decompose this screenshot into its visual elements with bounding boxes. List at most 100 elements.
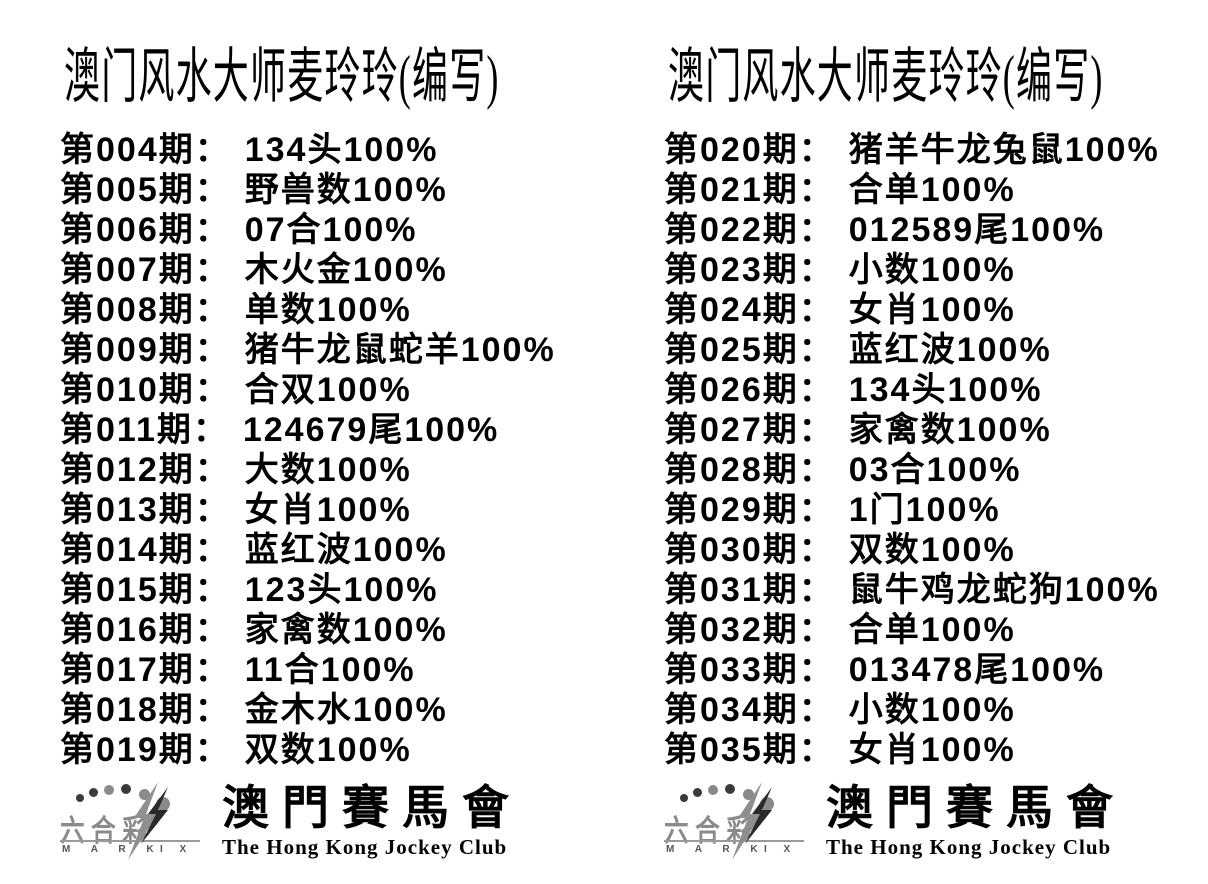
entry-colon: ： (194, 291, 231, 329)
entry-prediction: 家禽数100% (244, 611, 448, 649)
entry-period: 第026期 (664, 371, 799, 409)
logo-dot (743, 789, 754, 800)
entry-prediction: 03合100% (848, 451, 1022, 489)
entry-period: 第025期 (664, 331, 799, 369)
entry-colon: ： (798, 491, 835, 529)
entry-prediction: 小数100% (848, 251, 1016, 289)
entry-colon: ： (798, 651, 835, 689)
entry-prediction: 1门100% (848, 491, 1001, 529)
lightning-bolt-icon (128, 782, 168, 860)
entry-row: 第020期： 猪羊牛龙兔鼠100% (664, 130, 1208, 170)
entry-row: 第033期： 013478尾100% (664, 650, 1208, 690)
entry-period: 第035期 (664, 731, 799, 769)
jockey-club-logo: 六合彩 M A R K I X 澳門賽馬會 The Hong Kong Jock… (664, 782, 1208, 866)
entry-prediction: 猪牛龙鼠蛇羊100% (244, 331, 556, 369)
entry-colon: ： (194, 571, 231, 609)
entry-row: 第029期： 1门100% (664, 490, 1208, 530)
entry-row: 第007期： 木火金100% (60, 250, 640, 290)
entry-colon: ： (798, 531, 835, 569)
entry-prediction: 013478尾100% (848, 651, 1106, 689)
entry-row: 第010期： 合双100% (60, 370, 640, 410)
entry-prediction: 合单100% (848, 611, 1016, 649)
entry-colon: ： (798, 291, 835, 329)
mark-letters: M A R K (666, 844, 767, 855)
entry-prediction: 012589尾100% (848, 211, 1106, 249)
entry-row: 第014期： 蓝红波100% (60, 530, 640, 570)
entry-period: 第012期 (60, 451, 195, 489)
entry-period: 第032期 (664, 611, 799, 649)
entry-prediction: 女肖100% (848, 731, 1016, 769)
entry-prediction: 124679尾100% (242, 411, 500, 449)
entry-prediction: 女肖100% (244, 491, 412, 529)
entry-period: 第024期 (664, 291, 799, 329)
six-letters: I X (160, 844, 194, 855)
club-name-chinese: 澳門賽馬會 (222, 783, 522, 835)
entry-period: 第016期 (60, 611, 195, 649)
entry-row: 第026期： 134头100% (664, 370, 1208, 410)
entry-prediction: 合双100% (244, 371, 412, 409)
entry-period: 第009期 (60, 331, 195, 369)
club-name-english: The Hong Kong Jockey Club (222, 835, 508, 859)
entry-colon: ： (798, 171, 835, 209)
entry-row: 第008期： 单数100% (60, 290, 640, 330)
entry-prediction: 蓝红波100% (244, 531, 448, 569)
entry-colon: ： (192, 411, 229, 449)
entry-colon: ： (798, 251, 835, 289)
club-name-block: 澳門賽馬會 The Hong Kong Jockey Club (826, 782, 1126, 860)
entry-prediction: 双数100% (244, 731, 412, 769)
entry-prediction: 123头100% (244, 571, 439, 609)
entry-period: 第031期 (664, 571, 799, 609)
entry-row: 第035期： 女肖100% (664, 730, 1208, 770)
entry-row: 第016期： 家禽数100% (60, 610, 640, 650)
entry-list: 第020期： 猪羊牛龙兔鼠100% 第021期： 合单100% 第022期： 012589… (664, 130, 1208, 770)
entry-period: 第008期 (60, 291, 195, 329)
entry-period: 第034期 (664, 691, 799, 729)
entry-prediction: 金木水100% (244, 691, 448, 729)
entry-colon: ： (194, 371, 231, 409)
entry-colon: ： (194, 611, 231, 649)
entry-colon: ： (798, 131, 835, 169)
entry-period: 第028期 (664, 451, 799, 489)
entry-period: 第022期 (664, 211, 799, 249)
entry-row: 第006期： 07合100% (60, 210, 640, 250)
entry-period: 第004期 (60, 131, 195, 169)
entry-list: 第004期： 134头100% 第005期： 野兽数100% 第006期： 07合100%… (60, 130, 640, 770)
column-right: 澳门风水大师麦玲玲(编写) 第020期： 猪羊牛龙兔鼠100% 第021期： 合单10… (664, 40, 1208, 866)
logo-dot (725, 784, 735, 794)
entry-period: 第007期 (60, 251, 195, 289)
entry-prediction: 双数100% (848, 531, 1016, 569)
entry-row: 第027期： 家禽数100% (664, 410, 1208, 450)
entry-row: 第021期： 合单100% (664, 170, 1208, 210)
mark-letters: M A R K (62, 844, 163, 855)
entry-row: 第022期： 012589尾100% (664, 210, 1208, 250)
entry-period: 第017期 (60, 651, 195, 689)
entry-colon: ： (798, 691, 835, 729)
entry-row: 第030期： 双数100% (664, 530, 1208, 570)
entry-period: 第018期 (60, 691, 195, 729)
entry-colon: ： (194, 531, 231, 569)
entry-period: 第019期 (60, 731, 195, 769)
club-name-block: 澳門賽馬會 The Hong Kong Jockey Club (222, 782, 522, 860)
mark-six-chinese-text: 六合彩 (60, 815, 154, 848)
entry-period: 第006期 (60, 211, 195, 249)
entry-colon: ： (798, 611, 835, 649)
entry-colon: ： (194, 331, 231, 369)
entry-prediction: 小数100% (848, 691, 1016, 729)
entry-prediction: 134头100% (848, 371, 1043, 409)
entry-prediction: 单数100% (244, 291, 412, 329)
entry-colon: ： (798, 571, 835, 609)
entry-colon: ： (798, 331, 835, 369)
entry-row: 第015期： 123头100% (60, 570, 640, 610)
entry-period: 第015期 (60, 571, 195, 609)
entry-prediction: 家禽数100% (848, 411, 1052, 449)
entry-row: 第018期： 金木水100% (60, 690, 640, 730)
entry-colon: ： (798, 211, 835, 249)
entry-colon: ： (194, 451, 231, 489)
entry-prediction: 野兽数100% (244, 171, 448, 209)
logo-divider-line (60, 840, 200, 842)
entry-colon: ： (798, 451, 835, 489)
mark-six-chinese-text: 六合彩 (664, 815, 758, 848)
entry-row: 第019期： 双数100% (60, 730, 640, 770)
entry-colon: ： (194, 131, 231, 169)
